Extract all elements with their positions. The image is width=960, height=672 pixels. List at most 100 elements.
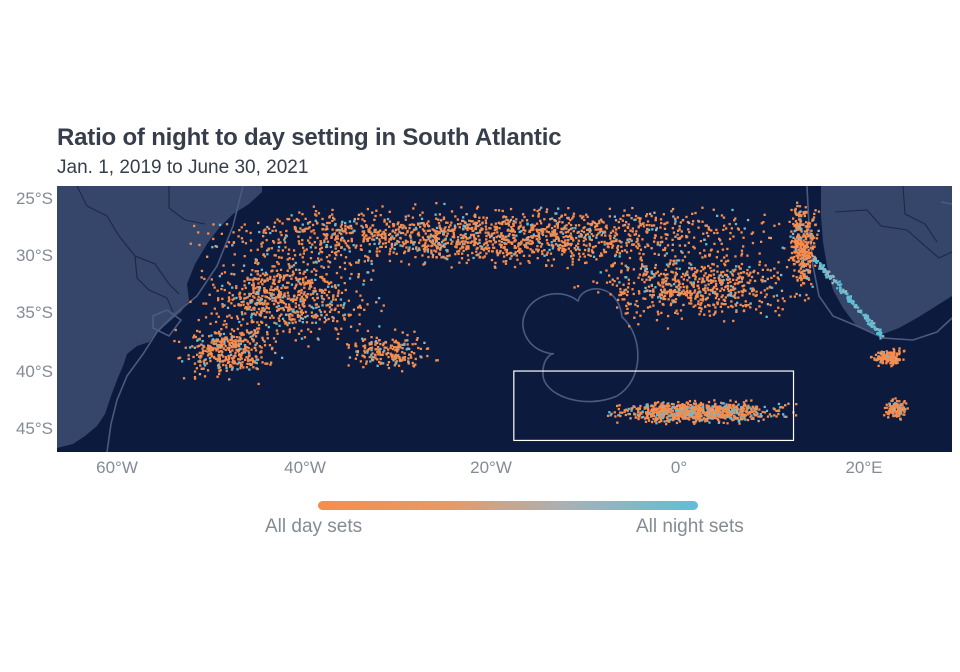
fishing-set-point xyxy=(309,236,312,239)
fishing-set-point xyxy=(269,231,272,235)
fishing-set-point xyxy=(894,410,898,413)
fishing-set-point xyxy=(567,229,571,232)
fishing-set-point xyxy=(634,214,638,218)
fishing-set-point xyxy=(367,237,370,240)
fishing-set-point xyxy=(252,366,255,369)
fishing-set-point xyxy=(365,224,368,227)
fishing-set-point xyxy=(795,244,799,247)
fishing-set-point xyxy=(780,289,784,292)
fishing-set-point xyxy=(333,257,337,260)
fishing-set-point xyxy=(446,250,449,253)
fishing-set-point xyxy=(654,266,657,269)
fishing-set-point xyxy=(699,270,703,273)
fishing-set-point xyxy=(630,249,633,252)
fishing-set-point xyxy=(749,287,752,290)
fishing-set-point xyxy=(539,245,543,248)
fishing-set-point xyxy=(697,302,700,306)
fishing-set-point xyxy=(260,309,263,312)
fishing-set-point xyxy=(670,302,673,305)
fishing-set-point xyxy=(273,254,276,257)
fishing-set-point xyxy=(626,409,629,412)
fishing-set-point xyxy=(201,340,204,343)
fishing-set-point xyxy=(798,242,801,246)
fishing-set-point xyxy=(228,341,231,345)
fishing-set-point xyxy=(238,291,242,294)
fishing-set-point xyxy=(811,285,814,288)
fishing-set-point xyxy=(734,222,738,226)
fishing-set-point xyxy=(434,213,437,216)
fishing-set-point xyxy=(327,260,330,263)
fishing-set-point xyxy=(770,286,774,289)
fishing-set-point xyxy=(758,252,761,255)
fishing-set-point xyxy=(460,257,464,260)
fishing-set-point xyxy=(547,225,550,228)
fishing-set-point xyxy=(808,269,812,273)
fishing-set-point xyxy=(667,282,670,286)
fishing-set-point xyxy=(328,281,331,285)
fishing-set-point xyxy=(532,225,535,229)
fishing-set-point xyxy=(655,228,658,232)
fishing-set-point xyxy=(721,281,724,285)
fishing-set-point xyxy=(294,302,297,305)
fishing-set-point xyxy=(382,242,385,245)
fishing-set-point xyxy=(478,255,481,258)
fishing-set-point xyxy=(817,210,821,213)
fishing-set-point xyxy=(265,306,268,310)
fishing-set-point xyxy=(687,296,690,299)
fishing-set-point xyxy=(733,415,736,418)
fishing-set-point xyxy=(711,262,714,266)
fishing-set-point xyxy=(327,303,330,307)
fishing-set-point xyxy=(885,359,888,362)
fishing-set-point xyxy=(669,303,672,307)
fishing-set-point xyxy=(298,282,301,285)
fishing-set-point xyxy=(587,249,590,253)
fishing-set-point xyxy=(421,244,424,248)
fishing-set-point xyxy=(302,299,305,302)
fishing-set-point xyxy=(583,218,586,222)
fishing-set-point xyxy=(290,214,293,217)
fishing-set-point xyxy=(799,257,802,261)
fishing-set-point xyxy=(891,398,895,401)
fishing-set-point xyxy=(255,291,258,294)
fishing-set-point xyxy=(421,228,425,231)
fishing-set-point xyxy=(724,408,727,411)
fishing-set-point xyxy=(196,339,199,342)
fishing-set-point xyxy=(429,233,433,236)
fishing-set-point xyxy=(645,223,648,227)
fishing-set-point xyxy=(307,345,310,348)
fishing-set-point xyxy=(892,408,896,411)
fishing-set-point xyxy=(285,274,288,277)
fishing-set-point xyxy=(223,342,226,346)
fishing-set-point xyxy=(744,289,747,292)
fishing-set-point xyxy=(249,239,253,242)
fishing-set-point xyxy=(660,408,663,411)
fishing-set-point xyxy=(202,302,205,305)
fishing-set-point xyxy=(638,408,641,411)
fishing-set-point xyxy=(709,413,712,416)
fishing-set-point xyxy=(262,235,265,238)
fishing-set-point xyxy=(322,233,325,236)
fishing-set-point xyxy=(716,292,719,296)
fishing-set-point xyxy=(337,284,340,287)
fishing-set-point xyxy=(265,289,268,292)
fishing-set-point xyxy=(346,225,350,229)
fishing-set-point xyxy=(888,402,891,405)
fishing-set-point xyxy=(632,243,636,246)
fishing-set-point xyxy=(663,288,666,291)
fishing-set-point xyxy=(764,280,767,283)
fishing-set-point xyxy=(588,230,591,233)
fishing-set-point xyxy=(631,230,634,233)
fishing-set-point xyxy=(634,233,637,236)
fishing-set-point xyxy=(726,269,729,272)
fishing-set-point xyxy=(795,292,798,296)
fishing-set-point xyxy=(290,298,294,301)
fishing-set-point xyxy=(714,280,717,283)
fishing-set-point xyxy=(286,269,289,272)
fishing-set-point xyxy=(554,228,557,232)
fishing-set-point xyxy=(727,405,730,408)
fishing-set-point xyxy=(530,240,534,243)
fishing-set-point xyxy=(677,416,680,420)
fishing-set-point xyxy=(252,333,255,336)
fishing-set-point xyxy=(751,241,755,245)
fishing-set-point xyxy=(335,236,338,239)
